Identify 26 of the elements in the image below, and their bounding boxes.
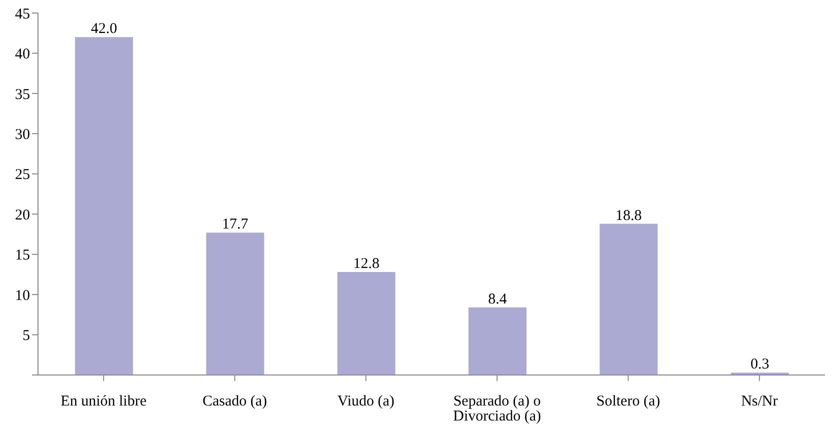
data-label: 18.8: [616, 208, 642, 224]
x-tick-label: En unión libre: [60, 394, 147, 410]
bar: [468, 307, 526, 375]
y-tick-label: 45: [15, 6, 30, 22]
y-tick-label: 30: [15, 126, 30, 143]
y-tick-label: 40: [15, 46, 30, 63]
bar: [600, 224, 658, 375]
x-tick-label: Soltero (a): [596, 394, 660, 410]
x-tick-label: Separado (a) o Divorciado (a): [453, 394, 542, 425]
x-tick-label: Casado (a): [202, 394, 268, 410]
x-tick-label: Ns/Nr: [741, 394, 778, 410]
y-tick-label: 5: [22, 328, 30, 344]
y-tick-label: 15: [15, 248, 30, 264]
x-tick-label: Viudo (a): [337, 394, 394, 410]
data-label: 42.0: [90, 21, 118, 38]
data-label: 8.4: [488, 291, 508, 308]
data-label: 0.3: [750, 356, 770, 373]
y-tick-label: 35: [15, 86, 30, 103]
bar: [337, 272, 396, 375]
y-tick-label: 10: [15, 288, 30, 304]
y-tick-label: 20: [15, 207, 30, 224]
data-label: 17.7: [222, 216, 249, 233]
y-tick-label: 25: [15, 167, 30, 184]
bar: [206, 232, 264, 375]
bar: [75, 37, 133, 375]
data-label: 12.8: [353, 256, 380, 272]
